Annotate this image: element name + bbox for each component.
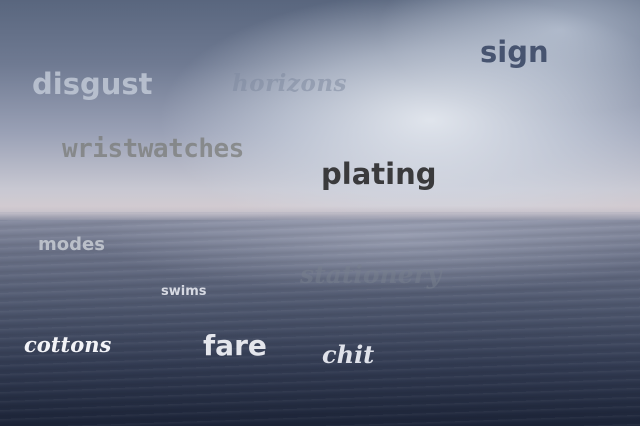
word-horizons: horizons [232, 70, 347, 97]
word-modes: modes [38, 234, 105, 255]
word-chit: chit [322, 340, 375, 369]
word-stationery: stationery [300, 260, 442, 289]
word-cottons: cottons [24, 332, 112, 357]
word-sign: sign [480, 35, 549, 69]
word-swims: swims [161, 284, 207, 299]
word-plating: plating [321, 157, 437, 191]
word-disgust: disgust [32, 67, 153, 101]
sky [0, 0, 640, 215]
horizon-line [0, 206, 640, 220]
word-fare: fare [203, 329, 267, 362]
sea [0, 212, 640, 426]
word-wristwatches: wristwatches [62, 134, 244, 164]
